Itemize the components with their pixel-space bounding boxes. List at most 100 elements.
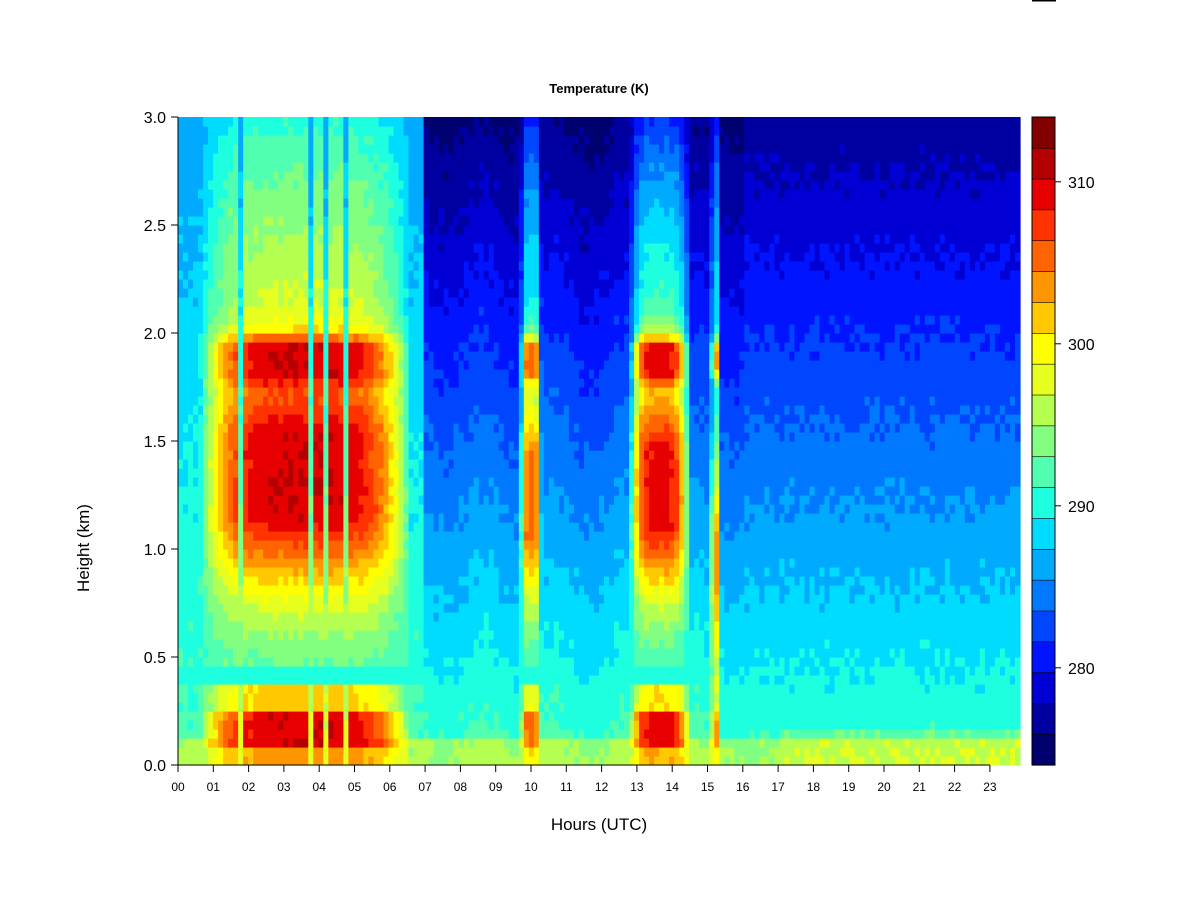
- heatmap-cell: [383, 522, 390, 532]
- heatmap-cell: [518, 396, 525, 406]
- heatmap-cell: [403, 549, 410, 559]
- heatmap-cell: [433, 477, 440, 487]
- heatmap-cell: [488, 189, 495, 199]
- heatmap-cell: [383, 243, 390, 253]
- heatmap-cell: [218, 522, 224, 532]
- heatmap-cell: [403, 630, 410, 640]
- heatmap-cell: [208, 315, 214, 325]
- heatmap-cell: [423, 486, 430, 496]
- heatmap-cell: [518, 405, 525, 415]
- heatmap-cell: [513, 531, 520, 541]
- heatmap-cell: [208, 252, 214, 262]
- heatmap-cell: [393, 387, 400, 397]
- heatmap-cell: [328, 288, 334, 298]
- heatmap-cell: [373, 135, 380, 145]
- heatmap-cell: [188, 657, 194, 667]
- heatmap-cell: [393, 450, 400, 460]
- heatmap-cell: [183, 639, 189, 649]
- heatmap-cell: [348, 225, 355, 235]
- heatmap-cell: [473, 360, 480, 370]
- heatmap-cell: [518, 297, 525, 307]
- heatmap-cell: [218, 342, 224, 352]
- heatmap-cell: [308, 522, 314, 532]
- heatmap-cell: [428, 450, 435, 460]
- heatmap-cell: [273, 333, 279, 343]
- heatmap-cell: [178, 540, 184, 550]
- heatmap-cell: [473, 531, 480, 541]
- heatmap-cell: [403, 639, 410, 649]
- heatmap-cell: [438, 603, 445, 613]
- heatmap-cell: [263, 702, 269, 712]
- heatmap-cell: [203, 702, 209, 712]
- heatmap-cell: [418, 450, 425, 460]
- heatmap-cell: [358, 270, 365, 280]
- heatmap-cell: [453, 666, 460, 676]
- heatmap-cell: [483, 468, 490, 478]
- heatmap-cell: [278, 225, 284, 235]
- heatmap-cell: [288, 324, 294, 334]
- heatmap-cell: [253, 585, 259, 595]
- heatmap-cell: [463, 729, 470, 739]
- heatmap-cell: [488, 621, 495, 631]
- heatmap-cell: [353, 558, 360, 568]
- heatmap-cell: [383, 180, 390, 190]
- heatmap-cell: [478, 396, 485, 406]
- heatmap-cell: [393, 441, 400, 451]
- heatmap-cell: [343, 495, 349, 505]
- heatmap-cell: [518, 351, 525, 361]
- heatmap-cell: [188, 225, 194, 235]
- heatmap-cell: [338, 171, 344, 181]
- heatmap-cell: [333, 612, 339, 622]
- heatmap-cell: [268, 441, 274, 451]
- heatmap-cell: [323, 153, 329, 163]
- heatmap-cell: [493, 405, 500, 415]
- heatmap-cell: [248, 540, 254, 550]
- heatmap-cell: [298, 243, 304, 253]
- heatmap-cell: [498, 594, 505, 604]
- heatmap-cell: [443, 144, 450, 154]
- heatmap-cell: [283, 297, 289, 307]
- heatmap-cell: [208, 612, 214, 622]
- heatmap-cell: [188, 495, 194, 505]
- heatmap-cell: [418, 405, 425, 415]
- heatmap-cell: [403, 252, 410, 262]
- heatmap-cell: [418, 747, 425, 757]
- heatmap-cell: [428, 135, 435, 145]
- heatmap-cell: [468, 711, 475, 721]
- heatmap-cell: [383, 657, 390, 667]
- heatmap-cell: [353, 261, 360, 271]
- heatmap-cell: [243, 603, 249, 613]
- heatmap-cell: [368, 261, 375, 271]
- heatmap-cell: [298, 288, 304, 298]
- heatmap-cell: [338, 153, 344, 163]
- heatmap-cell: [508, 738, 515, 748]
- heatmap-cell: [398, 162, 405, 172]
- heatmap-cell: [278, 747, 284, 757]
- heatmap-cell: [328, 162, 334, 172]
- heatmap-cell: [328, 459, 334, 469]
- heatmap-cell: [393, 333, 400, 343]
- heatmap-cell: [243, 117, 249, 127]
- heatmap-cell: [508, 747, 515, 757]
- heatmap-cell: [183, 360, 189, 370]
- heatmap-cell: [268, 126, 274, 136]
- heatmap-cell: [373, 414, 380, 424]
- heatmap-cell: [228, 306, 234, 316]
- heatmap-cell: [193, 657, 199, 667]
- heatmap-cell: [353, 666, 360, 676]
- heatmap-cell: [268, 747, 274, 757]
- heatmap-cell: [178, 594, 184, 604]
- heatmap-cell: [328, 711, 334, 721]
- heatmap-cell: [263, 396, 269, 406]
- heatmap-cell: [443, 234, 450, 244]
- heatmap-cell: [453, 594, 460, 604]
- heatmap-cell: [238, 198, 244, 208]
- heatmap-cell: [223, 234, 229, 244]
- heatmap-cell: [498, 531, 505, 541]
- heatmap-cell: [283, 513, 289, 523]
- heatmap-cell: [518, 504, 525, 514]
- plot-area: [178, 117, 1021, 766]
- heatmap-cell: [358, 675, 365, 685]
- heatmap-cell: [398, 648, 405, 658]
